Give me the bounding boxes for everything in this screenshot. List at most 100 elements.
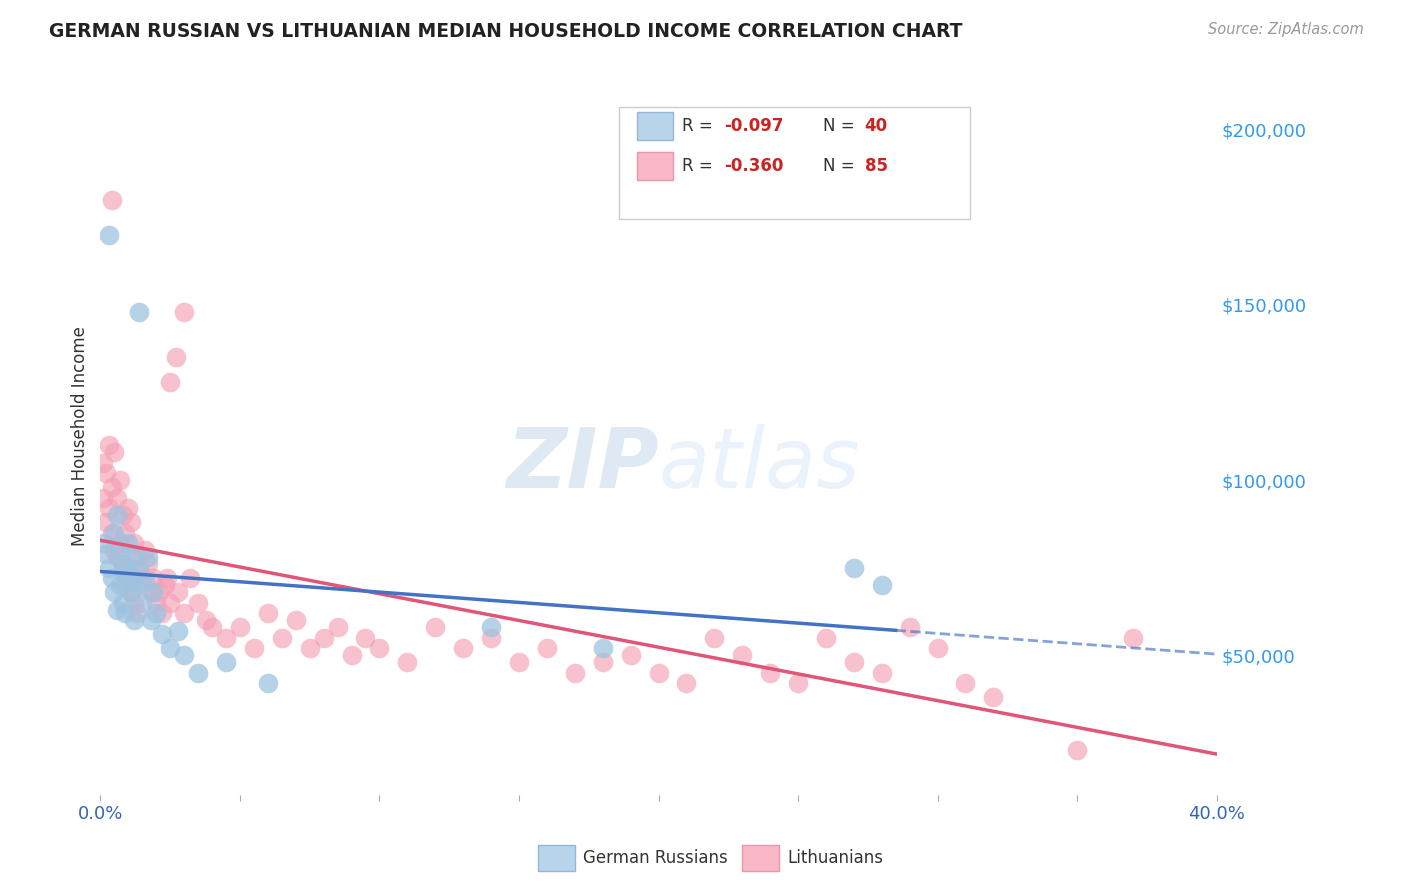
Point [870, 578, 893, 592]
Point [564, 665, 586, 680]
Point [111, 560, 134, 574]
Point [150, 627, 173, 641]
Point [898, 620, 921, 634]
Point [114, 606, 136, 620]
Point [368, 641, 391, 656]
Point [111, 508, 134, 522]
Point [122, 536, 145, 550]
Point [117, 560, 139, 574]
Point [256, 676, 278, 690]
Point [105, 549, 128, 564]
Point [592, 655, 614, 669]
Point [159, 641, 181, 656]
Text: R =: R = [682, 117, 718, 135]
Point [187, 665, 209, 680]
Point [142, 571, 165, 585]
Point [787, 676, 810, 690]
Point [256, 606, 278, 620]
Text: ZIP: ZIP [506, 425, 658, 506]
Point [354, 631, 377, 645]
Point [125, 606, 148, 620]
Text: R =: R = [682, 157, 718, 175]
Point [125, 549, 148, 564]
Text: -0.360: -0.360 [724, 157, 783, 175]
Point [159, 375, 181, 389]
Point [173, 606, 195, 620]
Point [536, 641, 558, 656]
Point [131, 595, 153, 609]
Point [139, 585, 162, 599]
Point [103, 585, 125, 599]
Point [312, 631, 335, 645]
Point [120, 515, 142, 529]
Point [675, 676, 697, 690]
Point [173, 305, 195, 319]
Point [103, 445, 125, 459]
Point [122, 613, 145, 627]
Point [122, 595, 145, 609]
Point [134, 574, 156, 589]
Point [201, 620, 224, 634]
Point [451, 641, 474, 656]
Point [91, 491, 114, 505]
Point [108, 536, 131, 550]
Point [148, 585, 170, 599]
Point [105, 602, 128, 616]
Point [842, 655, 865, 669]
Point [108, 578, 131, 592]
Point [927, 641, 949, 656]
Point [100, 525, 122, 540]
Point [94, 466, 117, 480]
Point [179, 571, 201, 585]
Point [103, 543, 125, 558]
Text: German Russians: German Russians [583, 849, 728, 867]
Point [114, 567, 136, 582]
Point [167, 585, 190, 599]
Point [111, 557, 134, 571]
Point [955, 676, 977, 690]
Point [136, 557, 159, 571]
Point [117, 501, 139, 516]
Point [150, 606, 173, 620]
Point [270, 631, 292, 645]
Point [105, 491, 128, 505]
Text: Lithuanians: Lithuanians [787, 849, 883, 867]
Point [120, 585, 142, 599]
Point [620, 648, 643, 662]
Point [134, 543, 156, 558]
Point [91, 536, 114, 550]
Point [159, 595, 181, 609]
Point [153, 578, 176, 592]
Point [173, 648, 195, 662]
Point [97, 227, 120, 242]
Text: 85: 85 [865, 157, 887, 175]
Point [479, 620, 502, 634]
Text: GERMAN RUSSIAN VS LITHUANIAN MEDIAN HOUSEHOLD INCOME CORRELATION CHART: GERMAN RUSSIAN VS LITHUANIAN MEDIAN HOUS… [49, 22, 963, 41]
Point [100, 480, 122, 494]
Point [125, 578, 148, 592]
Point [91, 456, 114, 470]
Point [243, 641, 266, 656]
Point [100, 571, 122, 585]
Text: atlas: atlas [658, 425, 860, 506]
Point [340, 648, 363, 662]
Point [114, 525, 136, 540]
Point [647, 665, 669, 680]
Point [145, 606, 167, 620]
Point [145, 595, 167, 609]
Point [120, 585, 142, 599]
Point [842, 560, 865, 574]
Point [165, 351, 187, 365]
Y-axis label: Median Household Income: Median Household Income [72, 326, 89, 546]
Point [1122, 631, 1144, 645]
Point [187, 595, 209, 609]
Point [326, 620, 349, 634]
Point [120, 571, 142, 585]
Text: 40: 40 [865, 117, 887, 135]
Point [105, 508, 128, 522]
Point [128, 560, 150, 574]
Point [1066, 742, 1088, 756]
Text: Source: ZipAtlas.com: Source: ZipAtlas.com [1208, 22, 1364, 37]
Point [479, 631, 502, 645]
Text: N =: N = [823, 157, 859, 175]
